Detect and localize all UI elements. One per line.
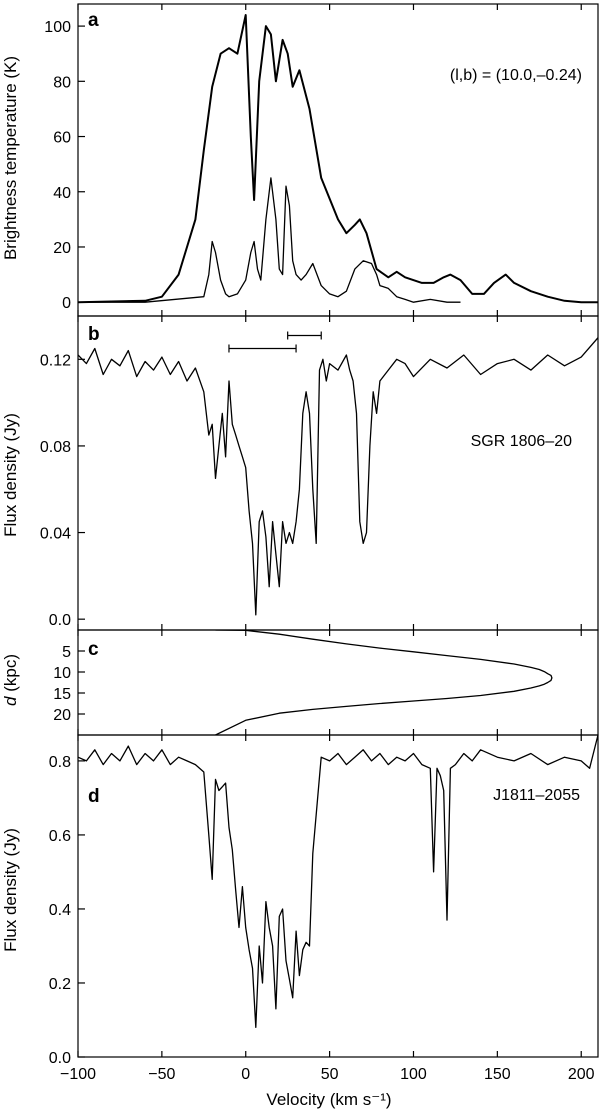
- panel-c-frame: [77, 629, 599, 736]
- panel-b-plot: 0.0 0.04 0.08 0.12: [40, 315, 599, 631]
- x-tick-label: 0: [241, 1066, 250, 1083]
- panel-c-series-line-1: [215, 630, 553, 735]
- panel-c-label: c: [88, 639, 99, 660]
- panel-b: b SGR 1806–20 Flux density (Jy): [1, 324, 572, 537]
- panel-c-y-tick-label: 20: [53, 707, 71, 724]
- panel-d-y-tick-label: 0.8: [49, 754, 71, 771]
- panel-d-annotation: J1811–2055: [493, 787, 580, 804]
- panel-c-y-tick-label: 5: [62, 644, 71, 661]
- panel-c-y-tick-label: 15: [53, 686, 71, 703]
- panel-a-annotation: (l,b) = (10.0,–0.24): [450, 67, 582, 84]
- panel-b-label: b: [88, 324, 100, 345]
- panel-d-y-tick-label: 0.6: [49, 828, 71, 845]
- panel-b-y-tick-label: 0.04: [40, 526, 71, 543]
- panel-b-y-tick-label: 0.12: [40, 352, 71, 369]
- panel-c-plot: 5 10 15 20: [53, 629, 599, 736]
- panel-b-series-line-1: [78, 337, 598, 616]
- panel-b-y-tick-label: 0.0: [49, 612, 71, 629]
- panel-d-plot: 0.0 0.2 0.4 0.6 0.8 −100 −50 0 50 100 150 200: [49, 734, 599, 1083]
- panel-b-annotation: SGR 1806–20: [471, 433, 573, 450]
- panel-c-y-title-unit: (kpc): [1, 654, 20, 697]
- x-tick-label: −50: [148, 1066, 175, 1083]
- panel-b-y-tick-label: 0.08: [40, 439, 71, 456]
- panel-a-series-line-1: [78, 14, 598, 304]
- x-axis-title: Velocity (km s⁻¹): [266, 1090, 391, 1109]
- panel-a: a (l,b) = (10.0,–0.24) Brightness temper…: [1, 10, 582, 260]
- panel-d: d J1811–2055 Flux density (Jy) Velocity …: [1, 786, 580, 1109]
- panel-a-y-tick-label: 100: [44, 19, 71, 36]
- panel-d-y-tick-label: 0.0: [49, 1050, 71, 1067]
- panel-a-plot: 0 20 40 60 80 100: [44, 3, 599, 317]
- panel-d-y-tick-label: 0.2: [49, 976, 71, 993]
- panel-d-series-line-1: [78, 735, 598, 1029]
- panel-b-y-axis-title: Flux density (Jy): [1, 413, 20, 537]
- x-tick-label: 100: [400, 1066, 427, 1083]
- x-tick-label: 50: [321, 1066, 339, 1083]
- plot-layer: 0 20 40 60 80 100 0.0 0.04 0.08 0.12 5 10 15 20 0.0 0.2…: [40, 3, 599, 1083]
- panel-a-y-tick-label: 0: [62, 295, 71, 312]
- x-tick-label: 150: [484, 1066, 511, 1083]
- panel-c-y-title-var: d: [1, 696, 20, 706]
- panel-a-y-tick-label: 60: [53, 130, 71, 147]
- panel-c-y-tick-label: 10: [53, 665, 71, 682]
- panel-d-y-axis-title: Flux density (Jy): [1, 828, 20, 952]
- x-tick-label: −100: [60, 1066, 96, 1083]
- panel-c: c d (kpc): [1, 639, 99, 706]
- panel-d-frame: [77, 734, 599, 1058]
- x-tick-label: 200: [568, 1066, 595, 1083]
- panel-a-y-tick-label: 80: [53, 74, 71, 91]
- panel-a-series-line-2: [78, 177, 461, 303]
- panel-a-y-tick-label: 20: [53, 240, 71, 257]
- panel-a-y-axis-title: Brightness temperature (K): [1, 56, 20, 260]
- panel-c-y-axis-title: d (kpc): [1, 654, 20, 706]
- panel-d-label: d: [88, 786, 100, 807]
- panel-a-frame: [77, 3, 599, 317]
- panel-a-label: a: [88, 10, 99, 31]
- panel-d-y-tick-label: 0.4: [49, 902, 71, 919]
- panel-a-y-tick-label: 40: [53, 185, 71, 202]
